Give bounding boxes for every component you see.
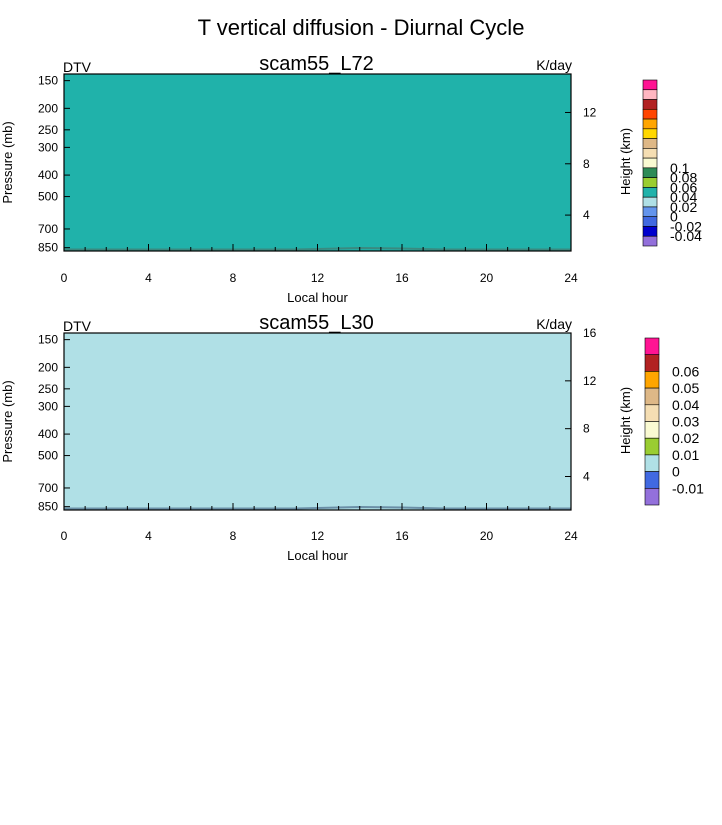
height-tick-label: 4 (583, 208, 590, 222)
pressure-tick-label: 400 (38, 168, 58, 182)
colorbar-label: -0.02 (670, 218, 702, 234)
colorbar-box (642, 79, 658, 91)
panel-title: scam55_L72 (259, 53, 374, 75)
x-axis-label: Local hour (287, 290, 348, 305)
colorbar-box (644, 471, 660, 489)
panel-scam55-l30: 0 4 8 12 16 20 24 Local hour 150 200 250 300 400 500 7… (0, 312, 704, 563)
x-tick-label: 0 (61, 271, 68, 285)
x-tick-label: 4 (145, 271, 152, 285)
colorbar-box (642, 226, 658, 237)
colorbar-label: 0.08 (670, 170, 697, 186)
colorbar-label: 0.02 (672, 430, 699, 446)
colorbar-label: 0.06 (670, 179, 697, 195)
pressure-tick-label: 250 (38, 123, 58, 137)
colorbar-box (642, 108, 658, 120)
field-fill (64, 74, 571, 251)
panel-title: scam55_L30 (259, 312, 374, 334)
height-tick-label: 4 (583, 470, 590, 484)
pressure-tick-label: 700 (38, 481, 58, 495)
colorbar-box (644, 337, 660, 356)
colorbar-box (644, 421, 660, 439)
x-tick-label: 12 (311, 271, 325, 285)
colorbar-box (642, 99, 658, 110)
x-tick-label: 16 (395, 529, 409, 543)
height-tick-label: 12 (583, 374, 597, 388)
pressure-tick-label: 300 (38, 140, 58, 154)
pressure-tick-label: 150 (38, 333, 58, 347)
pressure-tick-label: 250 (38, 382, 58, 396)
colorbar-box (642, 216, 658, 227)
y-axis-label: Pressure (mb) (0, 380, 15, 462)
colorbar-label: 0 (670, 209, 678, 225)
variable-label: DTV (63, 59, 92, 75)
height-tick-label: 8 (583, 422, 590, 436)
colorbar-box (644, 437, 660, 456)
units-label: K/day (536, 57, 572, 73)
x-axis-label: Local hour (287, 548, 348, 563)
colorbar-box (642, 138, 658, 149)
colorbar-box (644, 454, 660, 472)
colorbar-box (642, 118, 658, 130)
pressure-tick-label: 200 (38, 101, 58, 115)
x-tick-label: 8 (230, 529, 237, 543)
colorbar-box (642, 187, 658, 198)
colorbar-label: 0.02 (670, 199, 697, 215)
pressure-tick-label: 850 (38, 241, 58, 255)
colorbar-box (642, 148, 658, 159)
colorbar-box (642, 89, 658, 100)
pressure-tick-label: 400 (38, 427, 58, 441)
colorbar-box (642, 177, 658, 188)
y-axis-label: Pressure (mb) (0, 121, 15, 203)
x-tick-label: 8 (230, 271, 237, 285)
x-tick-label: 20 (480, 271, 494, 285)
colorbar-label: 0.04 (670, 189, 697, 205)
height-tick-label: 12 (583, 105, 597, 119)
pressure-tick-label: 850 (38, 500, 58, 514)
colorbar-box (644, 371, 660, 389)
colorbar-label: 0.03 (672, 414, 699, 430)
colorbar-label: -0.04 (670, 228, 702, 244)
height-tick-label: 16 (583, 326, 597, 340)
colorbar-box (642, 157, 658, 169)
units-label: K/day (536, 316, 572, 332)
x-tick-label: 24 (564, 529, 578, 543)
colorbar-box (644, 354, 660, 372)
colorbar-box (642, 128, 658, 139)
pressure-tick-label: 150 (38, 74, 58, 88)
right-axis-label: Height (km) (618, 387, 633, 454)
colorbar-box (642, 196, 658, 208)
colorbar-label: 0.01 (672, 447, 699, 463)
colorbar-label: 0.06 (672, 363, 699, 379)
colorbar-box (642, 235, 658, 247)
figure-title: T vertical diffusion - Diurnal Cycle (198, 15, 525, 40)
field-fill (64, 333, 571, 510)
pressure-tick-label: 500 (38, 190, 58, 204)
colorbar-label: 0.1 (670, 160, 690, 176)
pressure-tick-label: 300 (38, 399, 58, 413)
colorbar-box (644, 487, 660, 506)
right-axis-label: Height (km) (618, 128, 633, 195)
panel-scam55-l72: 0 4 8 12 16 20 24 Local hour 150 200 250 300 400 500 7… (0, 53, 702, 305)
variable-label: DTV (63, 318, 92, 334)
x-tick-label: 0 (61, 529, 68, 543)
x-tick-label: 12 (311, 529, 325, 543)
pressure-tick-label: 200 (38, 360, 58, 374)
pressure-tick-label: 500 (38, 449, 58, 463)
x-tick-label: 16 (395, 271, 409, 285)
colorbar-label: 0.04 (672, 397, 699, 413)
colorbar-label: 0 (672, 464, 680, 480)
colorbar-label: -0.01 (672, 480, 704, 496)
x-tick-label: 4 (145, 529, 152, 543)
colorbar-box (642, 167, 658, 178)
colorbar-box (644, 404, 660, 422)
colorbar-box (642, 206, 658, 218)
colorbar-label: 0.05 (672, 380, 699, 396)
x-tick-label: 20 (480, 529, 494, 543)
colorbar-box (644, 387, 660, 406)
pressure-tick-label: 700 (38, 222, 58, 236)
height-tick-label: 8 (583, 157, 590, 171)
x-tick-label: 24 (564, 271, 578, 285)
